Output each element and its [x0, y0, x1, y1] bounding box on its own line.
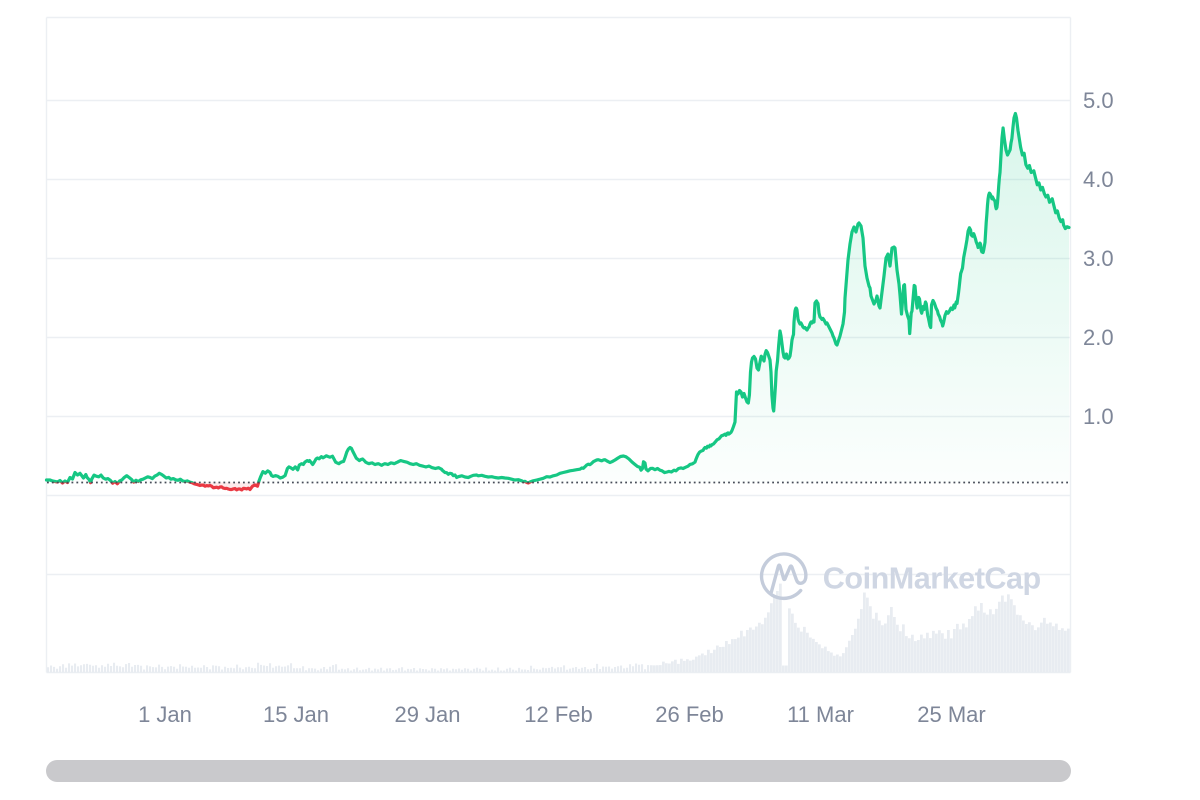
svg-text:25 Mar: 25 Mar [917, 702, 985, 727]
svg-text:15 Jan: 15 Jan [263, 702, 329, 727]
svg-text:1.0: 1.0 [1083, 404, 1114, 429]
svg-text:4.0: 4.0 [1083, 167, 1114, 192]
svg-text:29 Jan: 29 Jan [394, 702, 460, 727]
svg-text:12 Feb: 12 Feb [524, 702, 593, 727]
svg-text:5.0: 5.0 [1083, 88, 1114, 113]
svg-text:2.0: 2.0 [1083, 325, 1114, 350]
svg-text:3.0: 3.0 [1083, 246, 1114, 271]
svg-text:1 Jan: 1 Jan [138, 702, 192, 727]
svg-text:CoinMarketCap: CoinMarketCap [823, 561, 1041, 595]
svg-text:11 Mar: 11 Mar [787, 702, 854, 727]
svg-text:26 Feb: 26 Feb [655, 702, 724, 727]
